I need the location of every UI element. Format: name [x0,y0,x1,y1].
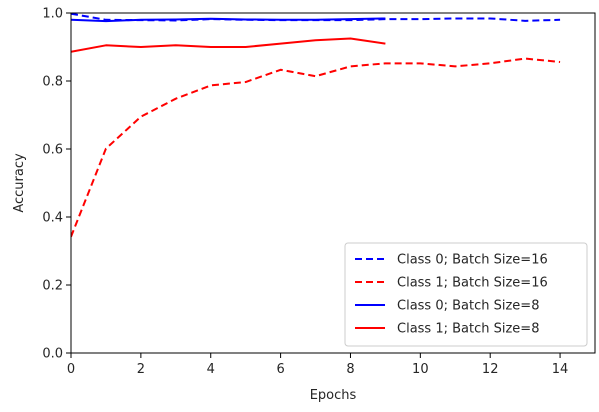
legend: Class 0; Batch Size=16 Class 1; Batch Siz… [344,242,588,347]
y-tick-label: 0.6 [42,143,63,158]
x-tick-label: 6 [276,362,284,377]
legend-label: Class 0; Batch Size=16 [397,253,548,268]
x-tick-label: 4 [207,362,215,377]
x-tick-label: 2 [137,362,145,377]
series-line-3 [71,17,386,23]
axes: 0 2 4 6 8 10 12 14 0.0 0.2 0.4 0.6 0.8 1.0 [42,7,596,377]
legend-label: Class 0; Batch Size=8 [397,299,539,314]
x-axis-label: Epochs [310,388,357,403]
x-tick-label: 8 [346,362,354,377]
y-tick-label: 0.8 [42,75,63,90]
legend-label: Class 1; Batch Size=8 [397,322,539,337]
x-tick-label: 14 [552,362,569,377]
y-tick-label: 0.2 [42,279,63,294]
x-tick-label: 0 [67,362,75,377]
y-tick-label: 0.4 [42,211,63,226]
series-line-2 [71,57,561,238]
plot-area [71,12,561,238]
y-tick-label: 1.0 [42,7,63,22]
y-axis-label: Accuracy [12,153,27,213]
x-tick-label: 10 [412,362,429,377]
legend-label: Class 1; Batch Size=16 [397,276,548,291]
legend-box [344,242,588,347]
x-tick-label: 12 [482,362,499,377]
series-line-4 [71,37,386,53]
y-tick-label: 0.0 [42,347,63,362]
axes-frame [70,12,596,354]
